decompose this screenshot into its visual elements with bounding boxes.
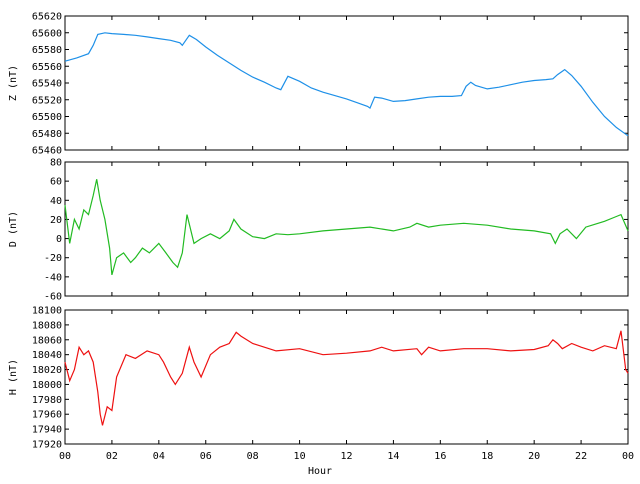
y-tick-label-h: 17980 [32,395,62,406]
panel-h: 17920 17940 17960 17980 18000 18020 18040 18060… [8,306,629,451]
x-tick-label: 04 [153,451,165,462]
y-tick-label-d: 0 [56,234,62,245]
plot-frame-z [64,15,629,151]
panel-z: 65460 65480 65500 65520 65540 65560 65580 65600… [8,12,629,157]
y-tick-label-d: -60 [44,292,62,303]
x-tick-label: 16 [434,451,446,462]
series-line-d [64,179,629,276]
y-tick-label-d: 80 [50,158,62,169]
y-tick-label-z: 65460 [32,146,62,157]
y-tick-label-h: 18020 [32,365,62,376]
y-tick-label-z: 65520 [32,95,62,106]
y-tick-label-z: 65480 [32,129,62,140]
x-axis: 00 02 04 06 08 10 12 14 16 18 20 22 00 [59,451,634,462]
y-tick-label-d: 60 [50,177,62,188]
y-axis-label-d: D (nT) [8,211,19,247]
y-tick-label-h: 18000 [32,380,62,391]
y-axis-label-h: H (nT) [8,359,19,395]
x-tick-label: 00 [59,451,71,462]
x-tick-label: 06 [200,451,212,462]
x-tick-label: 02 [106,451,118,462]
series-line-z [64,32,629,137]
x-axis-label: Hour [308,466,332,477]
y-tick-label-d: 20 [50,215,62,226]
y-tick-label-h: 18100 [32,306,62,317]
y-tick-label-d: -20 [44,253,62,264]
y-tick-label-h: 17960 [32,410,62,421]
y-tick-label-z: 65560 [32,62,62,73]
x-tick-label: 08 [247,451,259,462]
x-tick-label: 10 [294,451,306,462]
plot-frame-h [64,309,629,445]
y-tick-label-h: 18040 [32,350,62,361]
x-tick-label: 14 [387,451,399,462]
y-tick-label-h: 18080 [32,320,62,331]
y-tick-label-z: 65600 [32,28,62,39]
panel-d: -60 -40 -20 0 20 40 60 80 D (nT) [8,158,629,303]
y-tick-label-h: 17940 [32,425,62,436]
y-tick-label-z: 65620 [32,12,62,23]
x-tick-label: 22 [575,451,587,462]
y-tick-label-d: -40 [44,272,62,283]
y-axis-label-z: Z (nT) [8,65,19,101]
y-tick-label-d: 40 [50,196,62,207]
x-tick-label: 18 [481,451,493,462]
x-tick-label: 20 [528,451,540,462]
y-tick-label-z: 65500 [32,112,62,123]
x-tick-label: 00 [622,451,634,462]
y-tick-label-z: 65580 [32,45,62,56]
y-tick-label-h: 17920 [32,440,62,451]
y-tick-label-h: 18060 [32,335,62,346]
series-line-h [64,330,629,426]
x-tick-label: 12 [340,451,352,462]
y-tick-label-z: 65540 [32,79,62,90]
